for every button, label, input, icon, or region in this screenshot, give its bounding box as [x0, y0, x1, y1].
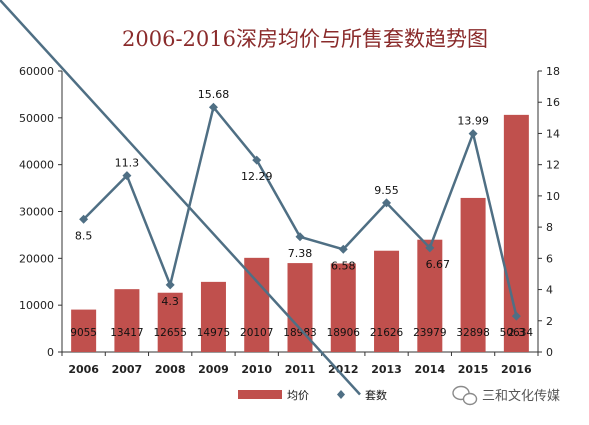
bar-value-label: 9055: [70, 327, 97, 339]
line-point: [468, 129, 478, 139]
bar-value-label: 20107: [240, 327, 273, 339]
x-tick-label: 2011: [285, 363, 316, 376]
line-value-label: 13.99: [457, 115, 489, 128]
y-left-tick-label: 50000: [19, 112, 54, 125]
y-left-tick-label: 0: [47, 346, 54, 359]
bar-value-label: 32898: [456, 327, 489, 339]
line-point: [79, 214, 89, 224]
x-tick-label: 2014: [415, 363, 446, 376]
line-point: [511, 311, 521, 321]
bar-value-label: 14975: [197, 327, 230, 339]
line-value-label: 4.3: [161, 295, 179, 308]
bar-value-label: 18906: [327, 327, 361, 339]
line-point: [338, 244, 348, 254]
x-tick-label: 2015: [458, 363, 489, 376]
line-point: [165, 280, 175, 290]
axes: 0 10000 20000 30000 40000 50000 60000 0 2 4 6 8 10 12…: [19, 65, 560, 376]
x-tick-label: 2007: [112, 363, 143, 376]
legend: 均价 套数: [0, 0, 387, 402]
line-value-label: 15.68: [198, 88, 230, 101]
line-series: [79, 102, 521, 321]
x-tick-label: 2008: [155, 363, 186, 376]
line-value-label: 8.5: [75, 229, 93, 242]
watermark-text: 三和文化传媒: [482, 389, 560, 404]
bar: [460, 197, 486, 352]
x-tick-label: 2010: [241, 363, 272, 376]
y-left-tick-label: 30000: [19, 206, 54, 219]
bar-series: [71, 114, 529, 352]
line-value-label: 7.38: [288, 247, 313, 260]
y-right-tick-label: 8: [546, 221, 553, 234]
line-point: [122, 171, 132, 181]
y-left-tick-label: 20000: [19, 252, 54, 265]
legend-label-count: 套数: [365, 389, 387, 402]
bar-value-label: 21626: [370, 327, 404, 339]
bar-value-label: 12655: [153, 327, 186, 339]
bar-value-label: 18983: [283, 327, 316, 339]
line-value-label: 6.67: [426, 258, 451, 271]
bar-value-label: 23979: [413, 327, 446, 339]
bar-value-label: 50634: [500, 327, 534, 339]
bar: [374, 250, 400, 352]
y-right-tick-label: 4: [546, 284, 553, 297]
line-point: [208, 102, 218, 112]
y-right-tick-label: 10: [546, 190, 560, 203]
line-value-label: 6.58: [331, 259, 356, 272]
y-left-tick-label: 40000: [19, 159, 54, 172]
x-tick-label: 2016: [501, 363, 532, 376]
line-value-label: 9.55: [374, 184, 399, 197]
bar: [417, 239, 443, 352]
y-right-tick-label: 6: [546, 252, 553, 265]
line-value-label: 12.29: [241, 170, 273, 183]
chart-title: 2006-2016深房均价与所售套数趋势图: [122, 27, 488, 51]
wechat-icon: [452, 385, 478, 406]
x-tick-label: 2013: [371, 363, 402, 376]
legend-marker-count: [337, 390, 345, 399]
legend-swatch-price: [238, 390, 282, 399]
line-point: [425, 243, 435, 253]
bar: [330, 263, 356, 352]
line-point: [382, 198, 392, 208]
y-right-tick-label: 16: [546, 96, 560, 109]
x-tick-label: 2009: [198, 363, 229, 376]
bar: [114, 289, 140, 352]
y-left-tick-label: 60000: [19, 65, 54, 78]
line-value-label: 2.3: [508, 326, 526, 339]
bar-value-label: 13417: [110, 327, 143, 339]
bar: [157, 292, 183, 352]
line-point: [295, 232, 305, 242]
watermark: 三和文化传媒: [452, 385, 560, 406]
y-right-tick-label: 2: [546, 315, 553, 328]
x-tick-label: 2006: [68, 363, 99, 376]
y-right-tick-label: 0: [546, 346, 553, 359]
y-right-tick-label: 12: [546, 159, 560, 172]
line-value-label: 11.3: [115, 157, 140, 170]
line-point: [252, 155, 262, 165]
legend-label-price: 均价: [287, 389, 309, 402]
y-left-tick-label: 10000: [19, 299, 54, 312]
legend-swatch-count: [0, 0, 361, 396]
y-right-tick-label: 18: [546, 65, 560, 78]
bar: [71, 309, 97, 352]
data-labels: 9055 13417 12655 14975 20107 18983 18906 21626 2…: [70, 88, 533, 339]
bar: [200, 281, 226, 352]
y-right-tick-label: 14: [546, 127, 560, 140]
